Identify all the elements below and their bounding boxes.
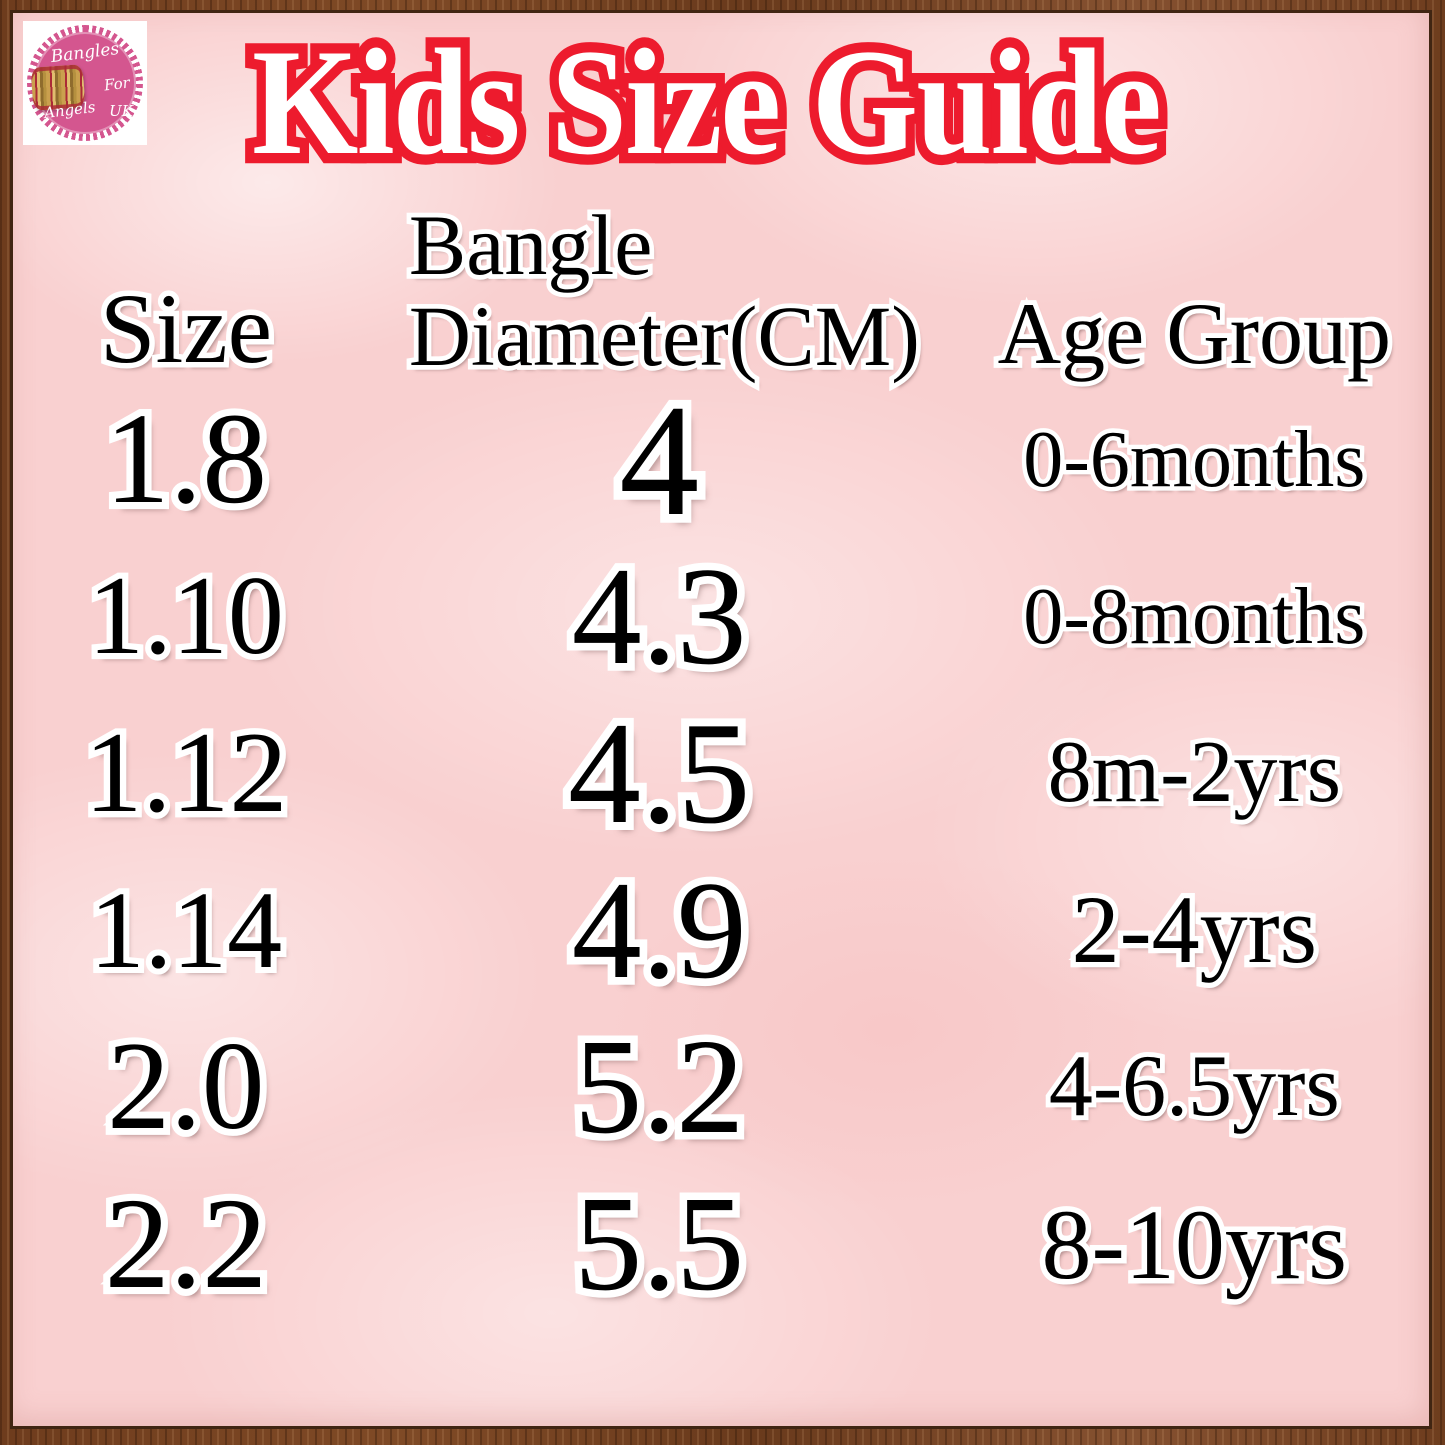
logo-text-uk: UK <box>109 102 133 120</box>
age-group-value: 2-4yrs <box>1072 879 1318 981</box>
age-group-value: 8m-2yrs <box>1048 726 1342 820</box>
size-value: 2.2 <box>105 1176 268 1313</box>
size-value: 2.0 <box>107 1021 265 1154</box>
size-value: 1.14 <box>90 872 283 989</box>
size-table: Size Bangle Diameter(CM) Age Group 1.8 4… <box>35 171 1407 1323</box>
size-guide-card: Bangles For Angels UK Kids Size Guide Si… <box>13 13 1429 1426</box>
age-group-value: 0-8months <box>1023 575 1365 659</box>
column-header-size: Size <box>100 276 272 381</box>
diameter-value: 4.5 <box>568 696 751 850</box>
page-title: Kids Size Guide <box>82 22 1329 183</box>
diameter-value: 4.3 <box>572 543 747 690</box>
logo-text-for: For <box>103 73 132 95</box>
age-group-value: 0-6months <box>1023 418 1365 502</box>
age-group-value: 4-6.5yrs <box>1049 1040 1340 1134</box>
diameter-value: 4.9 <box>572 857 747 1004</box>
diameter-value: 5.2 <box>574 1016 744 1159</box>
column-header-diameter-line1: Bangle <box>409 200 920 291</box>
column-header-diameter-line2: Diameter(CM) <box>409 290 920 381</box>
diameter-value: 4 <box>619 376 699 544</box>
size-value: 1.10 <box>88 557 284 676</box>
column-header-age: Age Group <box>998 288 1392 382</box>
column-header-diameter: Bangle Diameter(CM) <box>337 200 920 381</box>
diameter-value: 5.5 <box>574 1173 744 1316</box>
age-group-value: 8-10yrs <box>1042 1192 1348 1297</box>
size-value: 1.8 <box>105 391 268 528</box>
size-value: 1.12 <box>84 712 287 835</box>
